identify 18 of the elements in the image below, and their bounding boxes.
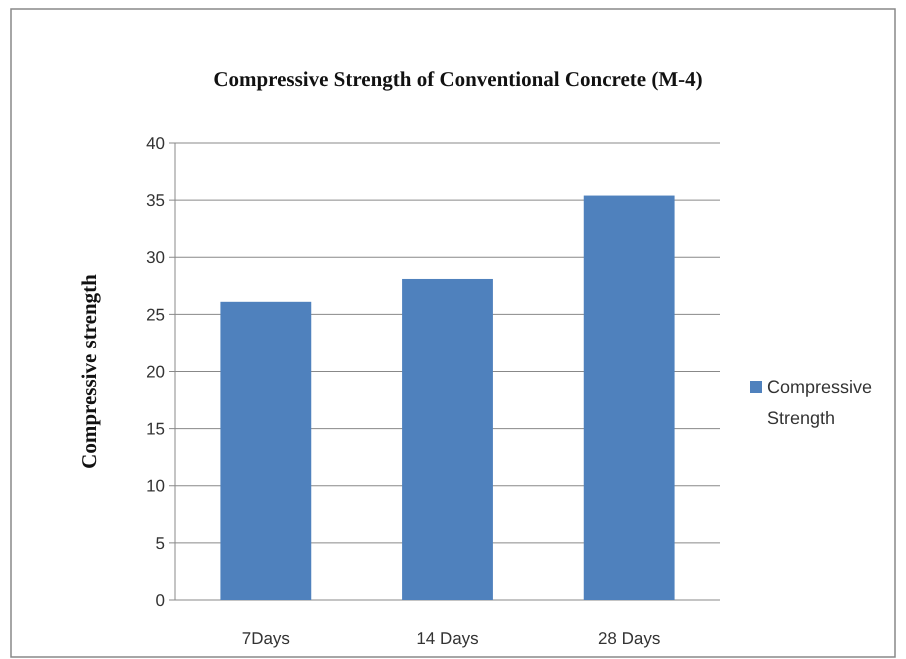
x-tick-label: 28 Days [598,629,660,648]
y-tick-label: 15 [146,420,165,439]
y-tick-label: 40 [146,134,165,153]
legend-label: Compressive Strength [767,377,872,428]
y-tick-label: 20 [146,362,165,382]
bar [584,196,675,600]
y-tick-label: 5 [156,534,165,553]
bar [402,278,493,600]
y-tick-label: 35 [146,191,165,210]
x-tick-label: 14 Days [416,629,479,648]
chart-title: Compressive Strength of Conventional Concrete (M-4) [213,67,703,91]
y-tick-label: 25 [146,305,165,324]
y-axis-title: Compressive strength [77,274,101,469]
bar [220,302,312,600]
x-tick-label: 7Days [242,629,290,648]
y-tick-label: 30 [146,248,165,268]
y-tick-label: 0 [156,590,165,610]
y-tick-label: 10 [146,476,165,496]
